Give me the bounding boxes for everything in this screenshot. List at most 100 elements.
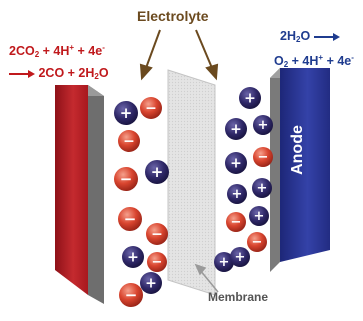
plus-sign-icon: + <box>151 163 164 181</box>
positive-ion-sphere <box>252 178 272 198</box>
anode-electrode <box>270 68 330 272</box>
positive-ion: + <box>225 152 247 174</box>
positive-ion-sphere <box>227 184 247 204</box>
plus-sign-icon: + <box>230 156 242 172</box>
plus-sign-icon: + <box>232 187 243 202</box>
cathode-reaction: 2CO2 + 4H+ + 4e- 2CO + 2H2O <box>9 39 109 86</box>
negative-ion: − <box>140 97 162 119</box>
cathode-reaction-line1: 2CO2 + 4H+ + 4e- <box>9 43 105 59</box>
plus-sign-icon: + <box>244 91 256 107</box>
positive-ion: + <box>114 101 138 125</box>
positive-ion-sphere <box>225 118 247 140</box>
negative-ion: − <box>114 167 138 191</box>
electrolyte-arrowhead-right <box>205 63 219 81</box>
minus-sign-icon: − <box>258 150 269 165</box>
positive-ion-sphere <box>122 246 144 268</box>
positive-ion: + <box>230 247 250 267</box>
cathode-electrode <box>55 85 104 304</box>
right-arrow-icon <box>9 69 35 79</box>
minus-sign-icon: − <box>151 227 163 243</box>
membrane-pointer-line <box>199 269 219 293</box>
minus-sign-icon: − <box>231 215 242 230</box>
positive-ion: + <box>252 178 272 198</box>
positive-ion: + <box>239 87 261 109</box>
minus-sign-icon: − <box>123 134 135 150</box>
negative-ion-sphere <box>118 207 142 231</box>
positive-ion-sphere <box>114 101 138 125</box>
plus-sign-icon: + <box>257 181 268 196</box>
plus-sign-icon: + <box>254 209 265 224</box>
negative-ion: − <box>146 223 168 245</box>
negative-ion: − <box>118 207 142 231</box>
membrane <box>167 69 216 296</box>
ion-layer: + −−− +−−+ −−+++ ++ −+ +− ++ +− <box>114 87 273 307</box>
positive-ion: + <box>122 246 144 268</box>
cathode-label: Cathode <box>39 143 56 207</box>
negative-ion: − <box>147 252 167 272</box>
positive-ion-sphere <box>145 160 169 184</box>
negative-ion: − <box>247 232 267 252</box>
positive-ion-sphere <box>225 152 247 174</box>
cathode-face <box>55 85 88 295</box>
plus-sign-icon: + <box>120 104 133 122</box>
negative-ion: − <box>253 147 273 167</box>
negative-ion-sphere <box>226 212 246 232</box>
electrolyte-arrow-right <box>195 29 213 69</box>
plus-sign-icon: + <box>230 122 242 138</box>
positive-ion: + <box>253 115 273 135</box>
anode-label: Anode <box>289 125 306 175</box>
minus-sign-icon: − <box>120 170 133 188</box>
plus-sign-icon: + <box>127 250 139 266</box>
membrane-label: Membrane <box>208 290 269 304</box>
negative-ion: − <box>119 283 143 307</box>
negative-ion-sphere <box>140 97 162 119</box>
positive-ion-sphere <box>140 272 162 294</box>
plus-sign-icon: + <box>219 255 230 270</box>
electrolyte-pointers <box>139 29 219 81</box>
negative-ion-sphere <box>119 283 143 307</box>
negative-ion-sphere <box>114 167 138 191</box>
positive-ion: + <box>214 252 234 272</box>
membrane-pointer <box>194 263 219 293</box>
cathode-reaction-line2: 2CO + 2H2O <box>9 64 109 86</box>
positive-ion: + <box>227 184 247 204</box>
anode-side <box>270 68 280 272</box>
minus-sign-icon: − <box>125 286 138 304</box>
plus-sign-icon: + <box>145 276 157 292</box>
membrane-pointer-head <box>194 263 207 276</box>
anode-face <box>280 68 330 262</box>
negative-ion-sphere <box>146 223 168 245</box>
electrolyte-arrow-left <box>145 29 161 69</box>
positive-ion: + <box>249 206 269 226</box>
negative-ion-sphere <box>118 130 140 152</box>
minus-sign-icon: − <box>124 210 137 228</box>
minus-sign-icon: − <box>145 101 157 117</box>
negative-ion-sphere <box>253 147 273 167</box>
membrane-sheet <box>167 69 216 296</box>
anode-reaction-line2: O2 + 4H+ + 4e- <box>274 53 354 69</box>
anode-reaction: 2H2O O2 + 4H+ + 4e- <box>274 27 354 74</box>
negative-ion-sphere <box>247 232 267 252</box>
plus-sign-icon: + <box>235 250 246 265</box>
negative-ion: − <box>226 212 246 232</box>
positive-ion-sphere <box>214 252 234 272</box>
plus-sign-icon: + <box>258 118 269 133</box>
positive-ion-sphere <box>253 115 273 135</box>
positive-ion-sphere <box>239 87 261 109</box>
right-arrow-icon <box>313 32 340 42</box>
negative-ion-sphere <box>147 252 167 272</box>
electrolyte-arrowhead-left <box>139 63 153 81</box>
minus-sign-icon: − <box>152 255 163 270</box>
positive-ion: + <box>140 272 162 294</box>
positive-ion: + <box>225 118 247 140</box>
positive-ion-sphere <box>230 247 250 267</box>
cathode-side <box>88 85 104 304</box>
electrolyte-label: Electrolyte <box>137 8 209 24</box>
minus-sign-icon: − <box>252 235 263 250</box>
negative-ion: − <box>118 130 140 152</box>
positive-ion: + <box>145 160 169 184</box>
positive-ion-sphere <box>249 206 269 226</box>
anode-reaction-line1: 2H2O <box>274 27 354 49</box>
